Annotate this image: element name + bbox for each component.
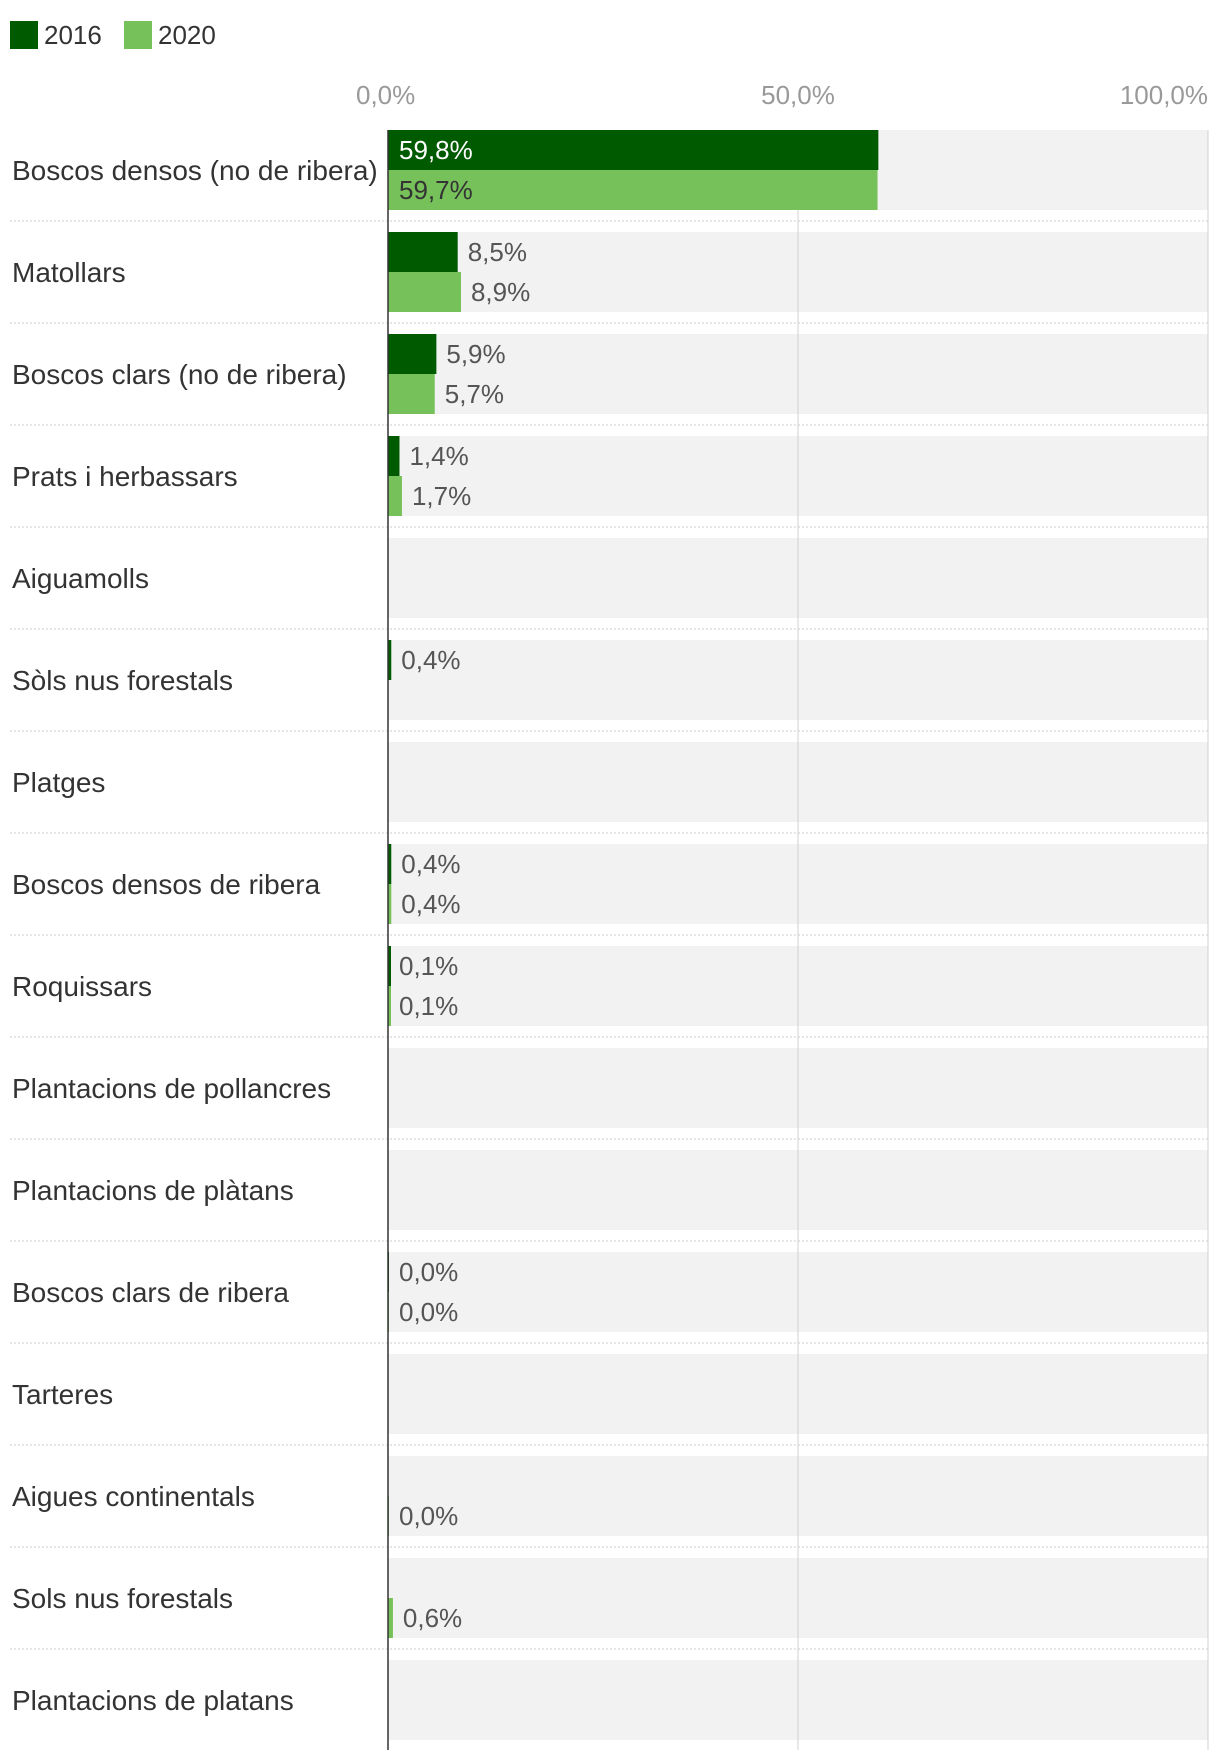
category-label: Plantacions de platans — [12, 1685, 294, 1716]
category-label: Sòls nus forestals — [12, 665, 233, 696]
value-label-2020: 1,7% — [412, 481, 471, 511]
bar-2016 — [388, 334, 437, 374]
legend-swatch-2020 — [124, 21, 152, 49]
value-label-2016: 0,4% — [401, 849, 460, 879]
bar-2016 — [388, 232, 458, 272]
category-label: Matollars — [12, 257, 126, 288]
x-tick-label: 50,0% — [761, 80, 835, 110]
legend-swatch-2016 — [10, 21, 38, 49]
value-label-2016: 0,0% — [399, 1257, 458, 1287]
category-label: Aiguamolls — [12, 563, 149, 594]
category-label: Roquissars — [12, 971, 152, 1002]
value-label-2020: 0,6% — [403, 1603, 462, 1633]
value-label-2016: 59,8% — [399, 135, 473, 165]
value-label-2016: 5,9% — [446, 339, 505, 369]
value-label-2020: 5,7% — [445, 379, 504, 409]
bar-2016 — [388, 640, 392, 680]
bars: 59,8% 59,7% 8,5% 8,9% 5,9% 5,7% 1,4% 1,7% 0,4% 0,… — [388, 130, 879, 1638]
x-gridlines: 0,0% 50,0% 100,0% — [356, 80, 1209, 1750]
bar-2020 — [388, 374, 435, 414]
category-label: Platges — [12, 767, 105, 798]
value-label-2020: 0,4% — [401, 889, 460, 919]
value-label-2016: 0,1% — [399, 951, 458, 981]
bar-2020 — [388, 476, 402, 516]
value-label-2020: 0,0% — [399, 1501, 458, 1531]
x-tick-label: 100,0% — [1120, 80, 1208, 110]
bar-2016 — [388, 946, 391, 986]
value-label-2016: 8,5% — [468, 237, 527, 267]
bar-2020 — [388, 884, 392, 924]
x-tick-label: 0,0% — [356, 80, 415, 110]
category-label: Aigues continentals — [12, 1481, 255, 1512]
bar-2020 — [388, 272, 461, 312]
category-label: Plantacions de pollancres — [12, 1073, 331, 1104]
category-labels: Boscos densos (no de ribera) Matollars Bos… — [12, 155, 378, 1716]
bar-2016 — [388, 436, 400, 476]
legend: 2016 2020 — [10, 20, 216, 50]
bar-2020 — [388, 170, 878, 210]
bar-2016 — [388, 844, 392, 884]
category-label: Plantacions de plàtans — [12, 1175, 294, 1206]
category-label: Sols nus forestals — [12, 1583, 233, 1614]
category-label: Prats i herbassars — [12, 461, 238, 492]
category-label: Tarteres — [12, 1379, 113, 1410]
legend-label-2016: 2016 — [44, 20, 102, 50]
value-label-2020: 0,1% — [399, 991, 458, 1021]
legend-label-2020: 2020 — [158, 20, 216, 50]
value-label-2020: 8,9% — [471, 277, 530, 307]
category-label: Boscos densos de ribera — [12, 869, 321, 900]
value-label-2016: 0,4% — [401, 645, 460, 675]
value-label-2016: 1,4% — [409, 441, 468, 471]
category-label: Boscos clars de ribera — [12, 1277, 289, 1308]
value-label-2020: 59,7% — [399, 175, 473, 205]
bar-2016 — [388, 130, 879, 170]
category-label: Boscos clars (no de ribera) — [12, 359, 347, 390]
value-label-2020: 0,0% — [399, 1297, 458, 1327]
bar-2020 — [388, 986, 391, 1026]
category-label: Boscos densos (no de ribera) — [12, 155, 378, 186]
bar-2020 — [388, 1598, 393, 1638]
